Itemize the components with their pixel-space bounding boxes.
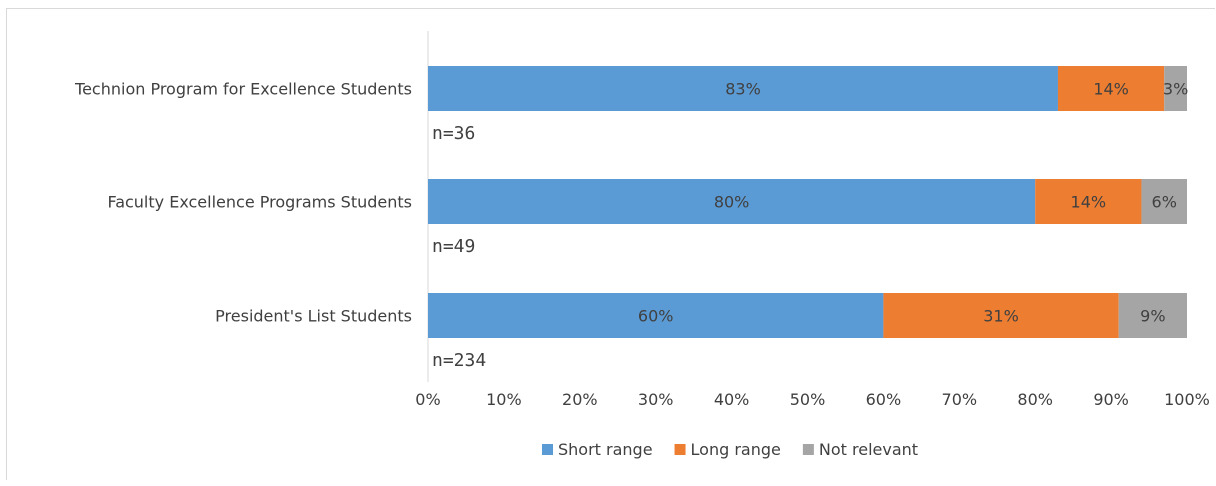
stacked-bar-chart: 83% 14% 3% Technion Program for Excellence … [74,31,1210,459]
chart-area: 83% 14% 3% Technion Program for Excellence … [6,8,1215,480]
data-label: 14% [1093,80,1129,99]
category-label: Technion Program for Excellence Students [74,80,412,99]
data-label: 80% [714,193,750,212]
bar-short-range-2 [428,293,884,338]
bar-long-range-0 [1057,66,1165,111]
legend-label: Long range [691,440,781,459]
x-tick-label: 20% [562,390,598,409]
data-label: 83% [725,80,761,99]
sample-size-label: n=234 [432,350,486,371]
category-label: Faculty Excellence Programs Students [107,193,412,212]
sample-size-label: n=36 [432,123,475,144]
legend-swatch-not-relevant [802,444,814,455]
x-tick-label: 70% [942,390,978,409]
x-tick-label: 90% [1093,390,1129,409]
legend-label: Short range [558,440,653,459]
x-tick-label: 80% [1017,390,1053,409]
category-label: President's List Students [215,307,412,326]
bar-short-range-0 [428,66,1058,111]
data-label: 14% [1071,193,1107,212]
data-label: 6% [1152,193,1177,212]
data-label: 60% [638,307,674,326]
bar-long-range-2 [883,293,1119,338]
sample-size-label: n=49 [432,236,475,257]
legend-swatch-short-range [542,444,553,455]
x-tick-label: 30% [638,390,674,409]
x-tick-label: 0% [415,390,440,409]
data-label: 3% [1163,80,1188,99]
x-tick-label: 100% [1164,390,1210,409]
bar-not-relevant-0 [1164,66,1187,111]
bar-long-range-1 [1035,179,1142,224]
bar-short-range-1 [428,179,1036,224]
bar-not-relevant-1 [1141,179,1187,224]
legend-label: Not relevant [819,440,918,459]
legend-swatch-long-range [674,444,686,455]
x-tick-label: 60% [866,390,902,409]
bar-not-relevant-2 [1118,293,1187,338]
data-label: 9% [1140,307,1165,326]
x-tick-label: 40% [714,390,750,409]
x-tick-label: 50% [790,390,826,409]
data-label: 31% [983,307,1019,326]
x-tick-label: 10% [486,390,522,409]
